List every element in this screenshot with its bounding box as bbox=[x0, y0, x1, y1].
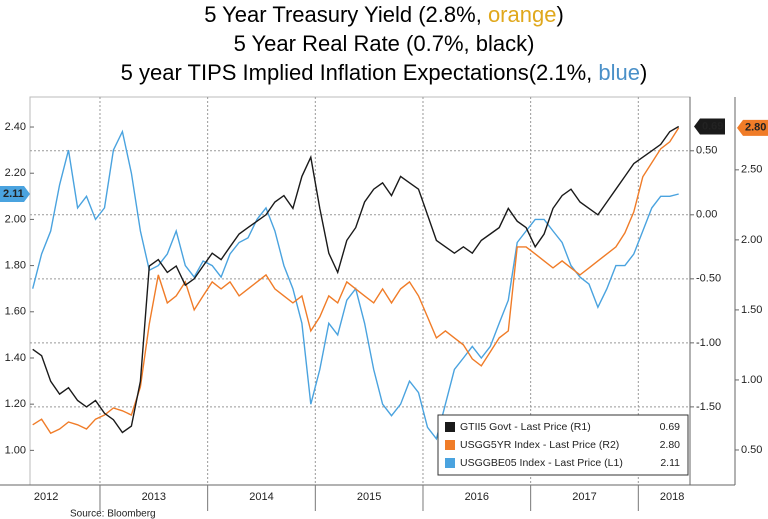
series-line bbox=[32, 127, 680, 435]
last-value-label: 2.80 bbox=[745, 122, 766, 134]
last-value-tag bbox=[694, 118, 725, 135]
title-part: ) bbox=[640, 60, 647, 85]
x-tick-label: 2013 bbox=[142, 491, 166, 503]
y-tick-label: 1.00 bbox=[5, 444, 26, 456]
legend-value: 0.69 bbox=[660, 421, 681, 433]
y-tick-label: 2.40 bbox=[5, 121, 26, 133]
last-value-label: 2.11 bbox=[3, 188, 24, 200]
title-part: 5 Year Treasury Yield (2.8%, bbox=[204, 2, 488, 27]
x-tick-label: 2015 bbox=[357, 491, 381, 503]
legend-value: 2.80 bbox=[660, 439, 681, 451]
last-value-label: 0.69 bbox=[702, 120, 723, 132]
x-tick-label: 2014 bbox=[249, 491, 273, 503]
y3-tick-label: 1.00 bbox=[741, 374, 762, 386]
y-tick-label: 2.00 bbox=[5, 213, 26, 225]
legend-value: 2.11 bbox=[660, 457, 680, 469]
y3-tick-label: 0.50 bbox=[741, 444, 762, 456]
y-tick-label: 2.20 bbox=[5, 167, 26, 179]
y-tick-label: 1.60 bbox=[5, 306, 26, 318]
legend-label: USGGBE05 Index - Last Price (L1) bbox=[460, 457, 623, 469]
x-tick-label: 2012 bbox=[34, 491, 58, 503]
chart-title: 5 Year Treasury Yield (2.8%, orange) bbox=[204, 2, 564, 27]
chart-title: 5 year TIPS Implied Inflation Expectatio… bbox=[121, 60, 648, 85]
last-value-tag bbox=[0, 186, 30, 202]
legend-label: USGG5YR Index - Last Price (R2) bbox=[460, 439, 619, 451]
x-axis-strip bbox=[0, 485, 768, 511]
series-line bbox=[32, 125, 680, 434]
source: Source: Bloomberg bbox=[70, 509, 156, 519]
y2-tick-label: -1.00 bbox=[696, 337, 721, 349]
title-part: blue bbox=[598, 60, 640, 85]
x-tick-label: 2018 bbox=[660, 491, 684, 503]
x-tick-label: 2017 bbox=[572, 491, 596, 503]
title-part: ) bbox=[556, 2, 563, 27]
legend-swatch bbox=[445, 422, 455, 432]
y-tick-label: 1.20 bbox=[5, 398, 26, 410]
y-tick-label: 1.40 bbox=[5, 352, 26, 364]
y3-tick-label: 2.00 bbox=[741, 234, 762, 246]
y2-tick-label: -0.50 bbox=[696, 273, 721, 285]
legend-box bbox=[437, 414, 689, 476]
y2-tick-label: -1.50 bbox=[696, 401, 721, 413]
legend-label: GTII5 Govt - Last Price (R1) bbox=[460, 421, 591, 433]
legend-swatch bbox=[445, 440, 455, 450]
last-value-tag bbox=[737, 119, 768, 136]
legend-swatch bbox=[445, 458, 455, 468]
x-tick-label: 2016 bbox=[465, 491, 489, 503]
y3-tick-label: 1.50 bbox=[741, 304, 762, 316]
chart-title: 5 Year Real Rate (0.7%, black) bbox=[234, 31, 535, 56]
title-part: 5 Year Real Rate (0.7%, black) bbox=[234, 31, 535, 56]
title-part: orange bbox=[488, 2, 557, 27]
y3-tick-label: 2.50 bbox=[741, 164, 762, 176]
y2-tick-label: 0.00 bbox=[696, 209, 717, 221]
y-tick-label: 1.80 bbox=[5, 260, 26, 272]
y2-tick-label: 0.50 bbox=[696, 145, 717, 157]
title-part: 5 year TIPS Implied Inflation Expectatio… bbox=[121, 60, 599, 85]
